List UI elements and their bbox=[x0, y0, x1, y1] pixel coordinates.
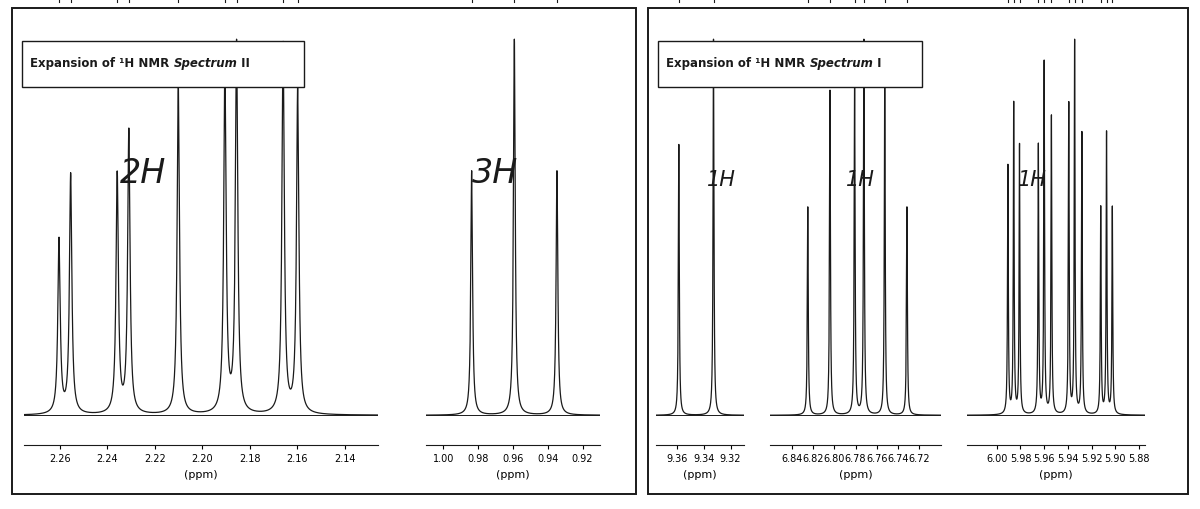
X-axis label: (ppm): (ppm) bbox=[683, 470, 718, 480]
Text: Spectrum: Spectrum bbox=[173, 57, 238, 70]
X-axis label: (ppm): (ppm) bbox=[839, 470, 872, 480]
X-axis label: (ppm): (ppm) bbox=[496, 470, 530, 480]
Text: 3H: 3H bbox=[473, 157, 518, 190]
Text: I: I bbox=[874, 57, 882, 70]
X-axis label: (ppm): (ppm) bbox=[1039, 470, 1073, 480]
Text: Expansion of ¹H NMR: Expansion of ¹H NMR bbox=[30, 57, 173, 70]
Text: 2H: 2H bbox=[120, 157, 166, 190]
Text: 1H: 1H bbox=[846, 169, 876, 190]
Text: II: II bbox=[238, 57, 250, 70]
X-axis label: (ppm): (ppm) bbox=[184, 470, 218, 480]
Text: 1H: 1H bbox=[1018, 169, 1046, 190]
Text: Expansion of ¹H NMR: Expansion of ¹H NMR bbox=[666, 57, 809, 70]
Text: 1H: 1H bbox=[707, 169, 736, 190]
Text: Spectrum: Spectrum bbox=[809, 57, 874, 70]
